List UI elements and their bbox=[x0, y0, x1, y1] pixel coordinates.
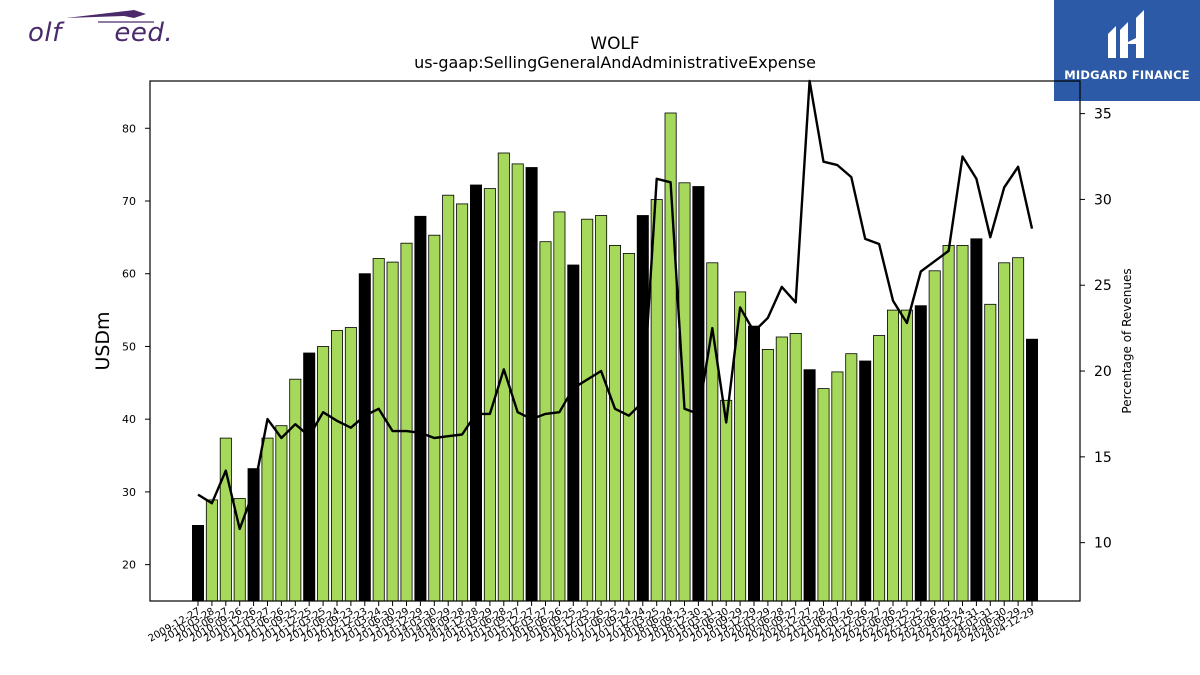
bar-2013-09-29 bbox=[400, 242, 413, 602]
wolfspeed-swoosh-icon bbox=[66, 6, 154, 23]
bar-2010-03-28 bbox=[205, 499, 218, 602]
bar-2016-12-25 bbox=[581, 218, 594, 602]
bar-2024-12-29 bbox=[1026, 338, 1039, 602]
bar-2022-09-25 bbox=[900, 309, 913, 602]
bar-2016-09-25 bbox=[567, 264, 580, 602]
chart-subtitle: us-gaap:SellingGeneralAndAdministrativeE… bbox=[414, 53, 816, 72]
bar-2024-03-31 bbox=[984, 303, 997, 602]
y-axis-label: USDm bbox=[92, 311, 114, 370]
y-axis-left: 20 30 40 50 60 70 80 bbox=[122, 122, 150, 572]
bar-2020-06-28 bbox=[775, 336, 788, 602]
y-tick-label: 70 bbox=[122, 195, 136, 208]
bar-2019-12-29 bbox=[748, 325, 761, 602]
bar-2015-09-27 bbox=[511, 163, 524, 602]
bar-2012-06-24 bbox=[330, 330, 343, 602]
bar-2014-06-29 bbox=[442, 194, 455, 602]
bar-2016-03-27 bbox=[539, 241, 552, 602]
midgard-brand-text: MIDGARD FINANCE bbox=[1064, 68, 1190, 82]
y2-tick-label: 30 bbox=[1094, 192, 1112, 208]
bar-2011-09-25 bbox=[289, 378, 302, 602]
bar-2022-12-25 bbox=[914, 305, 927, 602]
bar-2011-12-25 bbox=[303, 352, 316, 602]
bar-2019-06-30 bbox=[720, 399, 733, 602]
bar-2019-03-31 bbox=[706, 262, 719, 602]
bar-2012-12-23 bbox=[358, 273, 371, 602]
y2-tick-label: 35 bbox=[1094, 107, 1112, 123]
bar-2013-03-24 bbox=[372, 258, 385, 602]
bar-2017-03-26 bbox=[595, 215, 608, 602]
y-tick-label: 20 bbox=[122, 559, 136, 572]
chart-title: WOLF bbox=[590, 34, 639, 54]
bar-2017-12-24 bbox=[636, 215, 649, 602]
bar-series bbox=[191, 112, 1039, 602]
bar-2020-03-29 bbox=[761, 348, 774, 602]
bar-2023-12-31 bbox=[970, 238, 983, 602]
wolfspeed-logo: olf eed. bbox=[26, 4, 173, 52]
bar-2015-12-27 bbox=[525, 167, 538, 602]
percentage-line bbox=[197, 79, 1034, 531]
midgard-monogram-icon bbox=[1108, 10, 1144, 58]
bar-2014-03-30 bbox=[428, 234, 441, 602]
bar-2023-03-26 bbox=[928, 270, 941, 602]
y-tick-label: 30 bbox=[122, 486, 136, 499]
bar-2023-06-25 bbox=[942, 244, 955, 602]
bar-2021-03-28 bbox=[817, 388, 830, 602]
bar-2012-03-25 bbox=[317, 346, 330, 602]
bar-2011-06-26 bbox=[275, 425, 288, 602]
y-tick-label: 50 bbox=[122, 340, 136, 353]
y2-axis-label: Percentage of Revenues bbox=[1120, 268, 1134, 413]
x-axis: 2009-12-272010-03-282010-06-272010-09-26… bbox=[147, 601, 1037, 645]
y-tick-label: 40 bbox=[122, 413, 136, 426]
y-tick-label: 80 bbox=[122, 122, 136, 135]
y2-tick-label: 25 bbox=[1094, 278, 1112, 294]
bar-2014-09-28 bbox=[456, 203, 469, 602]
bar-2009-12-27 bbox=[191, 525, 204, 602]
bar-2024-06-30 bbox=[998, 262, 1011, 602]
bar-2022-06-26 bbox=[887, 309, 900, 602]
bar-2015-03-29 bbox=[483, 188, 496, 602]
bar-2015-06-28 bbox=[497, 152, 510, 602]
y2-tick-label: 15 bbox=[1094, 450, 1112, 466]
bar-2023-09-24 bbox=[956, 244, 969, 602]
line-series bbox=[197, 79, 1034, 531]
bar-2021-12-26 bbox=[859, 360, 872, 602]
y-axis-right: 10 15 20 25 30 35 bbox=[1080, 107, 1112, 552]
bar-2011-03-27 bbox=[261, 437, 274, 602]
bar-2012-09-23 bbox=[344, 327, 357, 602]
y2-tick-label: 10 bbox=[1094, 536, 1112, 552]
wolfspeed-wordmark: olf eed. bbox=[28, 18, 174, 48]
bar-2017-09-24 bbox=[622, 252, 635, 602]
bar-2020-09-27 bbox=[789, 332, 802, 602]
bar-2021-06-27 bbox=[831, 371, 844, 602]
bar-2020-12-27 bbox=[803, 369, 816, 602]
midgard-finance-logo: MIDGARD FINANCE bbox=[1054, 0, 1200, 101]
bar-2024-09-29 bbox=[1012, 257, 1025, 602]
bar-2010-06-27 bbox=[219, 437, 232, 602]
y2-tick-label: 20 bbox=[1094, 364, 1112, 380]
bar-2014-12-28 bbox=[469, 184, 482, 602]
bar-2017-06-25 bbox=[609, 244, 622, 602]
bar-2013-12-29 bbox=[414, 215, 427, 602]
bar-2021-09-26 bbox=[845, 353, 858, 602]
y-tick-label: 60 bbox=[122, 268, 136, 281]
bar-2022-03-27 bbox=[873, 335, 886, 602]
